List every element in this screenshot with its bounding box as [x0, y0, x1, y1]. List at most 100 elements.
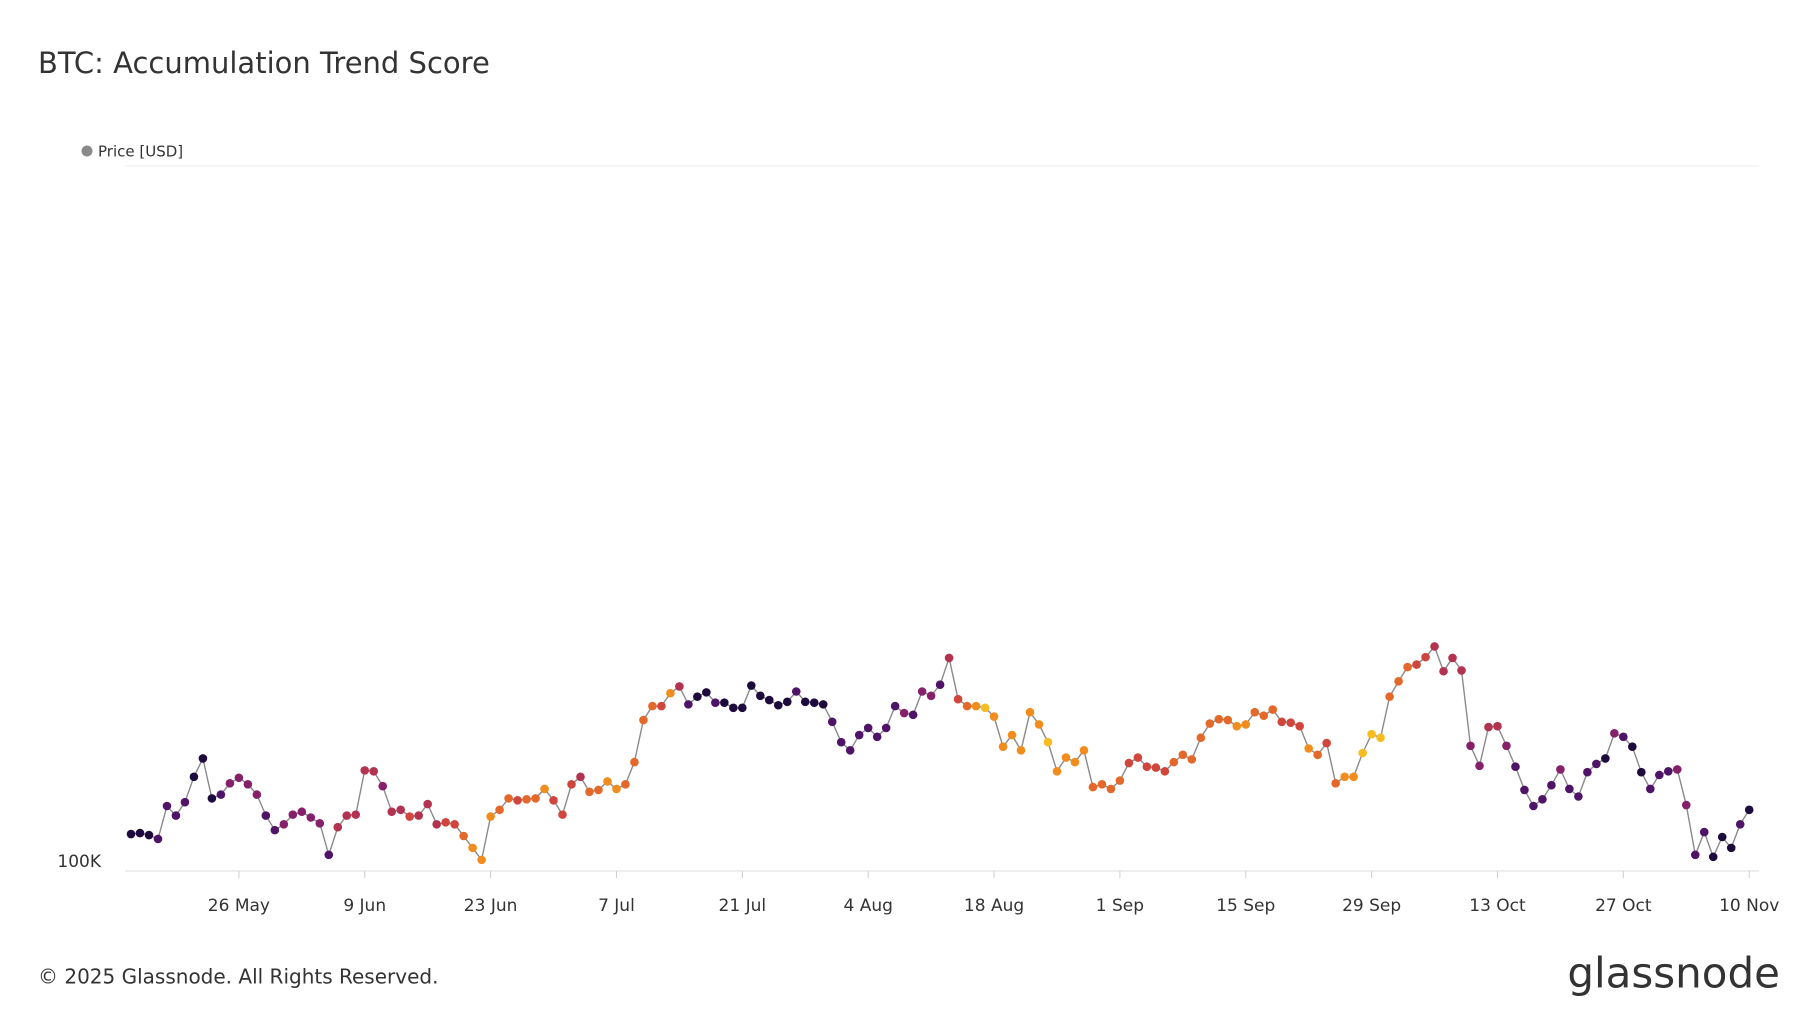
price-point: [1646, 784, 1655, 794]
x-tick-label: 4 Aug: [843, 896, 892, 916]
price-point: [1448, 653, 1457, 663]
price-point: [971, 701, 981, 711]
price-point: [1556, 765, 1565, 774]
price-point: [1574, 792, 1583, 801]
price-point: [845, 745, 855, 755]
price-point: [1223, 715, 1233, 725]
price-point: [558, 810, 567, 819]
price-point: [135, 828, 145, 838]
price-point: [863, 723, 873, 733]
price-point: [567, 779, 576, 789]
x-tick-label: 10 Nov: [1719, 896, 1779, 916]
price-point: [648, 701, 657, 711]
price-point: [360, 766, 370, 775]
price-point: [1160, 766, 1170, 776]
price-point: [1331, 779, 1340, 788]
brand-logo: glassnode: [1567, 949, 1780, 998]
x-tick-label: 9 Jun: [343, 896, 386, 916]
price-point: [872, 732, 882, 742]
price-point: [342, 811, 352, 820]
price-point: [1439, 666, 1448, 676]
price-point: [854, 730, 864, 740]
price-point: [234, 773, 244, 783]
price-point: [1214, 714, 1224, 724]
price-point: [908, 710, 918, 720]
price-point: [468, 843, 477, 853]
price-point: [1744, 805, 1754, 815]
price-point: [926, 691, 936, 701]
price-point: [791, 687, 801, 696]
price-point: [315, 819, 325, 828]
price-point: [1637, 767, 1646, 777]
price-point: [1681, 800, 1691, 810]
price-point: [1412, 660, 1421, 669]
price-point: [1142, 762, 1152, 771]
price-point: [1349, 772, 1358, 782]
price-point: [738, 703, 747, 713]
price-point: [800, 697, 810, 707]
price-point: [189, 772, 199, 782]
price-point: [881, 723, 891, 733]
price-point: [1340, 772, 1349, 782]
price-point: [144, 830, 154, 840]
price-point: [576, 772, 585, 782]
price-point: [1726, 843, 1736, 853]
price-point: [1690, 850, 1700, 860]
price-point: [441, 818, 450, 827]
price-point: [612, 784, 621, 794]
price-point: [1286, 718, 1296, 727]
chart-title: BTC: Accumulation Trend Score: [38, 46, 490, 80]
price-point: [809, 698, 819, 707]
x-tick-label: 26 May: [208, 896, 270, 916]
price-point: [387, 807, 397, 817]
price-point: [1547, 780, 1556, 790]
price-point: [1601, 754, 1610, 763]
price-point: [1457, 666, 1466, 675]
price-point: [1070, 757, 1080, 767]
price-point: [756, 691, 765, 701]
price-point: [585, 787, 594, 797]
price-point: [207, 794, 217, 803]
price-point: [171, 811, 181, 820]
price-point: [1205, 719, 1215, 728]
price-point: [1583, 767, 1592, 777]
x-tick-label: 23 Jun: [464, 896, 518, 916]
price-point: [675, 682, 684, 691]
price-point: [1196, 733, 1206, 743]
price-point: [729, 703, 738, 713]
price-point: [1493, 721, 1502, 731]
price-point: [1250, 707, 1260, 717]
price-point: [297, 807, 307, 817]
price-point: [1520, 785, 1529, 795]
price-point: [827, 717, 837, 727]
price-point: [1232, 721, 1242, 731]
price-point: [432, 819, 441, 829]
price-point: [216, 790, 226, 799]
price-point: [899, 708, 909, 718]
price-point: [702, 688, 711, 697]
price-point: [495, 805, 504, 815]
price-point: [288, 810, 298, 819]
x-tick-label: 21 Jul: [719, 896, 767, 916]
y-tick-label: 100K: [57, 852, 101, 872]
price-point: [953, 694, 963, 704]
price-point: [1619, 732, 1628, 742]
price-point: [1475, 761, 1484, 771]
price-point: [1061, 753, 1071, 762]
price-point: [306, 813, 316, 822]
price-point: [1133, 753, 1143, 762]
price-point: [1628, 742, 1637, 751]
price-point: [989, 712, 999, 721]
price-point: [944, 653, 954, 663]
price-point: [1007, 730, 1017, 740]
price-point: [666, 688, 675, 698]
price-point: [693, 692, 702, 701]
x-tick-label: 13 Oct: [1469, 896, 1526, 916]
price-point: [162, 801, 172, 811]
price-point: [935, 680, 945, 690]
price-point: [1187, 755, 1197, 764]
price-point: [1052, 766, 1062, 776]
price-point: [225, 779, 235, 788]
